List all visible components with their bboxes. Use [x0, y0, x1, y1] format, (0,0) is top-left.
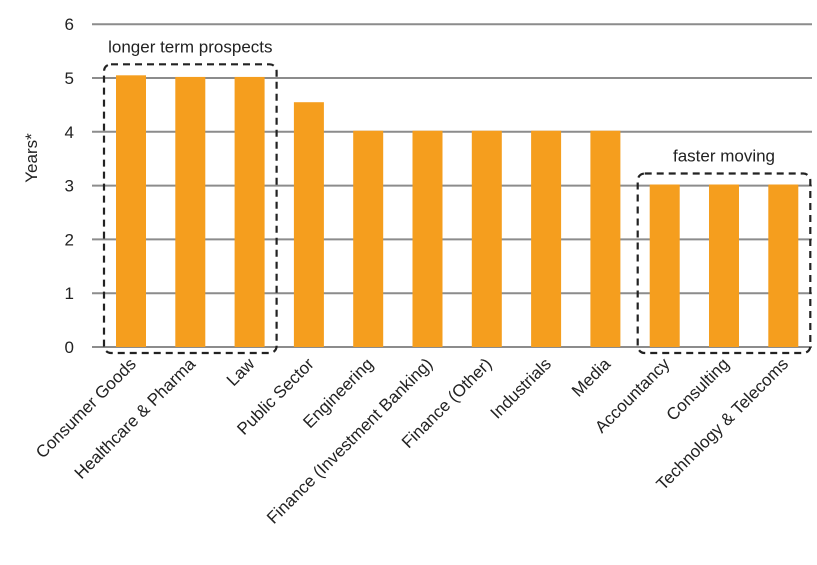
bars [116, 75, 799, 348]
y-tick-label: 2 [65, 230, 74, 249]
category-label: Consumer Goods [32, 354, 140, 462]
y-tick-label: 6 [65, 15, 74, 34]
category-label: Law [223, 354, 259, 390]
y-tick-label: 0 [65, 338, 74, 357]
bar [234, 76, 265, 347]
bar [116, 75, 146, 347]
bar [590, 130, 621, 347]
y-tick-label: 5 [65, 69, 74, 88]
bar [293, 102, 324, 348]
bar [412, 130, 443, 347]
y-tick-labels: 0 1 2 3 4 5 6 [65, 15, 74, 357]
annotation-label: longer term prospects [108, 37, 272, 56]
bar [768, 184, 799, 347]
category-label: Healthcare & Pharma [71, 354, 200, 483]
category-label: Media [568, 354, 615, 401]
y-tick-label: 3 [65, 177, 74, 196]
annotation-label: faster moving [673, 147, 775, 166]
annotation-box [102, 63, 278, 355]
bar [531, 130, 562, 347]
y-axis-title: Years* [22, 133, 41, 183]
annotations: longer term prospects faster moving [102, 37, 812, 355]
category-label: Industrials [487, 354, 555, 422]
bar [353, 130, 384, 347]
bar [175, 76, 206, 347]
bar [649, 184, 680, 347]
bar [709, 184, 739, 347]
bar [471, 130, 502, 347]
gridlines [92, 23, 812, 348]
annotation-box [636, 172, 812, 355]
y-tick-label: 4 [65, 123, 74, 142]
y-tick-label: 1 [65, 284, 74, 303]
